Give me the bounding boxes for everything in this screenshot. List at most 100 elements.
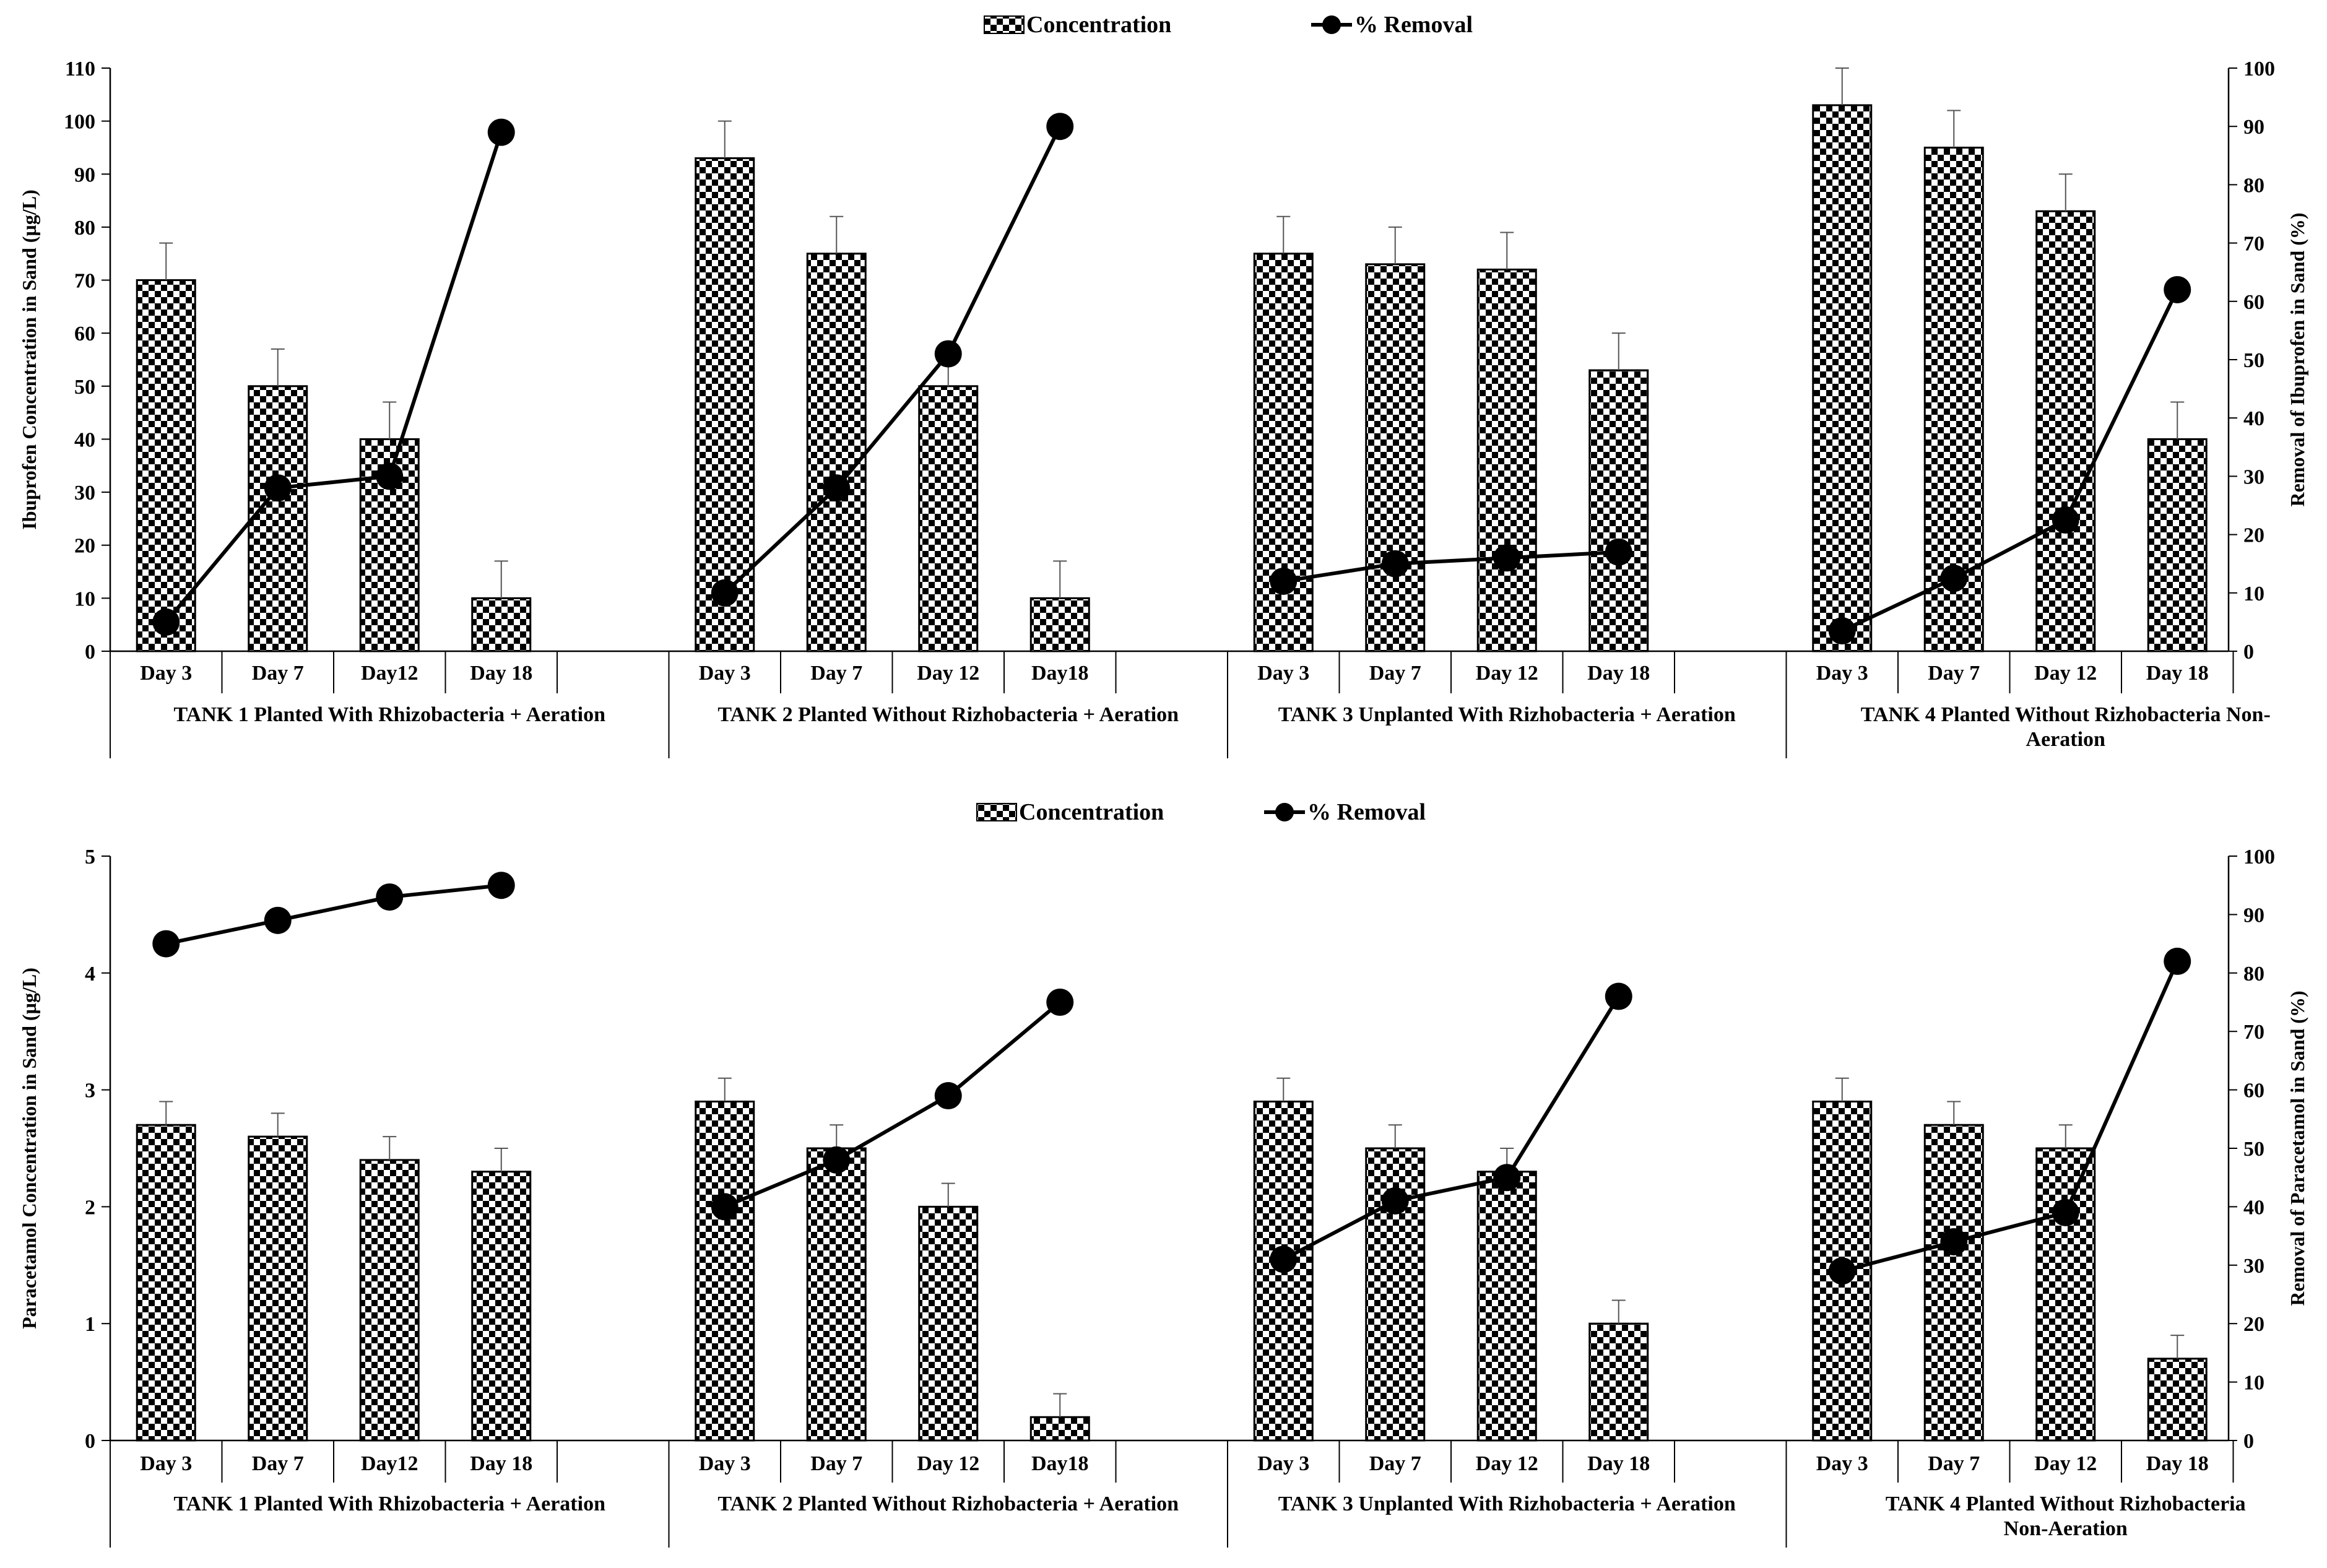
group-4: Day 3 Day 7 Day 12 Day 18 TANK 4 Planted Wit… bbox=[1812, 947, 2246, 1540]
bar bbox=[2035, 210, 2096, 652]
group-2: Day 3 Day 7 Day 12 Day18 TANK 2 Planted With… bbox=[695, 989, 1179, 1515]
day-label: Day 18 bbox=[470, 662, 532, 685]
bar bbox=[806, 253, 867, 652]
bar bbox=[1812, 104, 1873, 652]
day-label: Day 12 bbox=[2034, 1452, 2097, 1475]
y2-tick-label: 50 bbox=[2243, 1138, 2264, 1161]
removal-point bbox=[1940, 1228, 1968, 1256]
day-label: Day 18 bbox=[1587, 1452, 1650, 1475]
y-tick-label: 80 bbox=[74, 217, 95, 240]
day-label: Day 3 bbox=[699, 662, 751, 685]
day-label: Day 12 bbox=[1476, 662, 1538, 685]
group-1: Day 3 Day 7 Day12 Day 18 TANK 1 Planted With… bbox=[136, 872, 605, 1515]
removal-point bbox=[1605, 982, 1632, 1010]
y2-tick-label: 30 bbox=[2243, 1255, 2264, 1278]
legend: Concentration % Removal bbox=[984, 12, 1473, 38]
y-tick-label: 70 bbox=[74, 270, 95, 293]
removal-point bbox=[2164, 947, 2191, 975]
y2-tick-label: 0 bbox=[2243, 1430, 2254, 1453]
removal-line bbox=[1841, 960, 2179, 1273]
group-3: Day 3 Day 7 Day 12 Day 18 TANK 3 Unplanted W… bbox=[1253, 215, 1736, 726]
removal-point bbox=[487, 872, 515, 899]
day-label: Day 12 bbox=[917, 1452, 979, 1475]
day-label: Day 18 bbox=[2146, 662, 2209, 685]
day-label: Day 3 bbox=[1816, 1452, 1868, 1475]
bar bbox=[695, 1100, 755, 1442]
day-label: Day 3 bbox=[1257, 662, 1309, 685]
y2-tick-label: 60 bbox=[2243, 1080, 2264, 1102]
removal-line bbox=[165, 883, 502, 946]
removal-point bbox=[1828, 617, 1856, 645]
day-label: Day 3 bbox=[699, 1452, 751, 1475]
bar bbox=[1365, 263, 1426, 652]
day-label: Day 18 bbox=[2146, 1452, 2209, 1475]
removal-point bbox=[934, 340, 962, 368]
bar bbox=[359, 1159, 420, 1442]
day-label: Day 7 bbox=[810, 1452, 862, 1475]
removal-line bbox=[1283, 550, 1619, 583]
removal-point bbox=[1270, 567, 1298, 595]
bar bbox=[1588, 369, 1649, 652]
y-tick-label: 0 bbox=[85, 641, 95, 664]
removal-point bbox=[2052, 1198, 2079, 1226]
removal-point bbox=[1270, 1245, 1298, 1273]
bar bbox=[136, 1124, 196, 1442]
chart-2: 0123450102030405060708090100Paracetamol … bbox=[18, 799, 2308, 1548]
legend-label-removal: % Removal bbox=[1307, 799, 1426, 825]
removal-point bbox=[823, 1146, 851, 1174]
legend-label-concentration: Concentration bbox=[1019, 799, 1164, 825]
y2-axis-label: Removal of Ibuprofen in Sand (%) bbox=[2286, 212, 2308, 506]
bar bbox=[1476, 1171, 1537, 1442]
removal-point bbox=[152, 608, 180, 636]
y-axis-label: Paracetamol Concentration in Sand (µg/L) bbox=[18, 968, 40, 1329]
legend-label-removal: % Removal bbox=[1354, 12, 1473, 38]
removal-line bbox=[1841, 288, 2179, 633]
legend-marker-removal bbox=[1322, 15, 1341, 34]
y2-tick-label: 40 bbox=[2243, 407, 2264, 430]
group-4: Day 3 Day 7 Day 12 Day 18 TANK 4 Planted Wit… bbox=[1812, 67, 2271, 751]
y2-tick-label: 70 bbox=[2243, 233, 2264, 256]
group-label: Aeration bbox=[2026, 728, 2106, 751]
y-axis-label: Ibuprofen Concentration in Sand (µg/L) bbox=[18, 189, 40, 530]
day-label: Day 12 bbox=[2034, 662, 2097, 685]
y-tick-label: 10 bbox=[74, 587, 95, 610]
bar bbox=[918, 1205, 979, 1442]
y2-tick-label: 50 bbox=[2243, 349, 2264, 372]
removal-point bbox=[711, 1193, 739, 1221]
group-label: TANK 3 Unplanted With Rizhobacteria + Ae… bbox=[1278, 1492, 1736, 1515]
y-tick-label: 0 bbox=[85, 1430, 95, 1453]
bar bbox=[2147, 1358, 2208, 1442]
day-label: Day 12 bbox=[1476, 1452, 1538, 1475]
y2-tick-label: 100 bbox=[2243, 58, 2275, 80]
bar bbox=[806, 1147, 867, 1442]
removal-line bbox=[164, 131, 503, 623]
group-1: Day 3 Day 7 Day12 Day 18 TANK 1 Planted With… bbox=[136, 118, 606, 726]
removal-point bbox=[1381, 1187, 1409, 1215]
day-label: Day 3 bbox=[140, 662, 192, 685]
day-label: Day 18 bbox=[470, 1452, 532, 1475]
y2-tick-label: 70 bbox=[2243, 1021, 2264, 1044]
removal-point bbox=[1493, 1164, 1521, 1192]
group-2: Day 3 Day 7 Day 12 Day18 TANK 2 Planted With… bbox=[695, 113, 1179, 726]
removal-point bbox=[1381, 550, 1409, 578]
legend-marker-removal bbox=[1275, 803, 1294, 821]
y2-tick-label: 10 bbox=[2243, 1372, 2264, 1395]
bar bbox=[918, 385, 979, 652]
y-tick-label: 3 bbox=[85, 1080, 95, 1102]
removal-point bbox=[1046, 989, 1074, 1016]
y2-tick-label: 10 bbox=[2243, 583, 2264, 605]
day-label: Day18 bbox=[1031, 662, 1089, 685]
day-label: Day 3 bbox=[1816, 662, 1868, 685]
removal-point bbox=[376, 462, 404, 490]
group-label: TANK 1 Planted With Rhizobacteria + Aera… bbox=[174, 703, 606, 726]
y2-tick-label: 30 bbox=[2243, 466, 2264, 488]
y2-tick-label: 20 bbox=[2243, 524, 2264, 547]
day-label: Day 7 bbox=[810, 662, 862, 685]
removal-point bbox=[487, 118, 515, 146]
bar bbox=[471, 1171, 532, 1442]
y-tick-label: 40 bbox=[74, 428, 95, 451]
legend-swatch-concentration bbox=[984, 15, 1025, 34]
legend-label-concentration: Concentration bbox=[1026, 12, 1171, 38]
group-label: TANK 4 Planted Without Rizhobacteria bbox=[1886, 1492, 2246, 1515]
